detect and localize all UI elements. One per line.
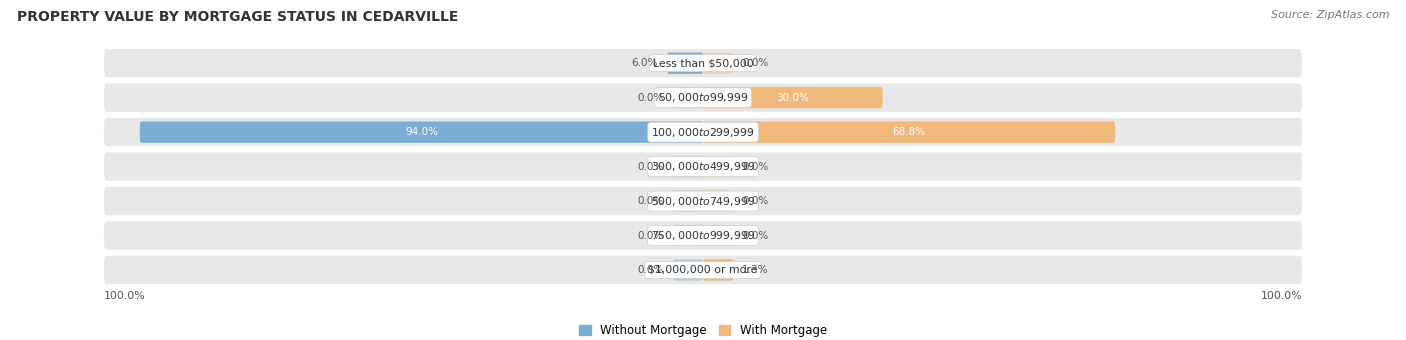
Text: 0.0%: 0.0%: [638, 162, 664, 172]
FancyBboxPatch shape: [673, 259, 703, 281]
Text: 0.0%: 0.0%: [742, 58, 768, 68]
FancyBboxPatch shape: [104, 221, 1302, 250]
FancyBboxPatch shape: [139, 121, 703, 143]
Legend: Without Mortgage, With Mortgage: Without Mortgage, With Mortgage: [574, 319, 832, 340]
Text: 94.0%: 94.0%: [405, 127, 437, 137]
FancyBboxPatch shape: [703, 259, 733, 281]
FancyBboxPatch shape: [673, 156, 703, 177]
FancyBboxPatch shape: [703, 156, 733, 177]
Text: 0.0%: 0.0%: [638, 196, 664, 206]
Text: 30.0%: 30.0%: [776, 93, 810, 103]
Text: Source: ZipAtlas.com: Source: ZipAtlas.com: [1271, 10, 1389, 20]
Text: $300,000 to $499,999: $300,000 to $499,999: [651, 160, 755, 173]
Text: $100,000 to $299,999: $100,000 to $299,999: [651, 126, 755, 139]
FancyBboxPatch shape: [104, 152, 1302, 181]
FancyBboxPatch shape: [666, 52, 703, 74]
FancyBboxPatch shape: [703, 190, 733, 212]
FancyBboxPatch shape: [673, 225, 703, 246]
Text: 1.3%: 1.3%: [742, 265, 769, 275]
FancyBboxPatch shape: [673, 87, 703, 108]
FancyBboxPatch shape: [104, 49, 1302, 77]
FancyBboxPatch shape: [703, 121, 1115, 143]
FancyBboxPatch shape: [104, 84, 1302, 112]
Text: 100.0%: 100.0%: [104, 291, 146, 301]
Text: 68.8%: 68.8%: [893, 127, 925, 137]
FancyBboxPatch shape: [703, 225, 733, 246]
Text: Less than $50,000: Less than $50,000: [652, 58, 754, 68]
FancyBboxPatch shape: [703, 87, 883, 108]
Text: $1,000,000 or more: $1,000,000 or more: [648, 265, 758, 275]
Text: 0.0%: 0.0%: [638, 231, 664, 240]
FancyBboxPatch shape: [104, 118, 1302, 146]
Text: 0.0%: 0.0%: [742, 196, 768, 206]
Text: 6.0%: 6.0%: [631, 58, 658, 68]
Text: 0.0%: 0.0%: [638, 265, 664, 275]
FancyBboxPatch shape: [104, 187, 1302, 215]
Text: 0.0%: 0.0%: [742, 231, 768, 240]
Text: PROPERTY VALUE BY MORTGAGE STATUS IN CEDARVILLE: PROPERTY VALUE BY MORTGAGE STATUS IN CED…: [17, 10, 458, 24]
Text: $750,000 to $999,999: $750,000 to $999,999: [651, 229, 755, 242]
FancyBboxPatch shape: [703, 52, 733, 74]
Text: 100.0%: 100.0%: [1260, 291, 1302, 301]
Text: $50,000 to $99,999: $50,000 to $99,999: [658, 91, 748, 104]
Text: 0.0%: 0.0%: [638, 93, 664, 103]
Text: 0.0%: 0.0%: [742, 162, 768, 172]
FancyBboxPatch shape: [104, 256, 1302, 284]
Text: $500,000 to $749,999: $500,000 to $749,999: [651, 194, 755, 207]
FancyBboxPatch shape: [673, 190, 703, 212]
